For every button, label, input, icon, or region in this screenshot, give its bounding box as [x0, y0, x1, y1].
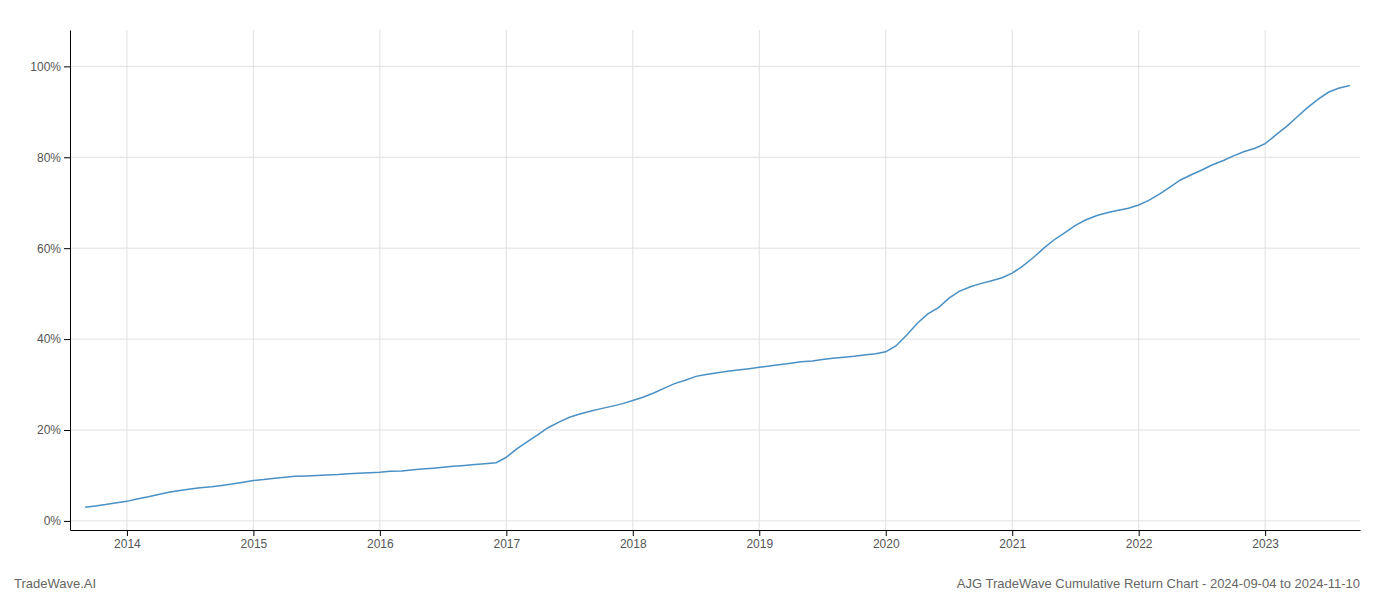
- x-tick: 2017: [493, 530, 520, 551]
- y-tick: 40%: [37, 332, 70, 346]
- grid-line-y: [70, 339, 1360, 340]
- x-tick: 2014: [114, 530, 141, 551]
- x-tick-mark: [759, 530, 760, 536]
- grid-line-x: [1265, 30, 1266, 530]
- x-tick-label: 2017: [493, 537, 520, 551]
- x-tick-mark: [127, 530, 128, 536]
- x-tick-label: 2022: [1126, 537, 1153, 551]
- grid-line-y: [70, 520, 1360, 521]
- grid-line-x: [1012, 30, 1013, 530]
- y-tick-mark: [64, 248, 70, 249]
- grid-line-y: [70, 157, 1360, 158]
- x-tick: 2023: [1252, 530, 1279, 551]
- title: AJG TradeWave Cumulative Return Chart - …: [957, 576, 1360, 591]
- x-tick: 2016: [367, 530, 394, 551]
- y-tick-mark: [64, 339, 70, 340]
- grid-line-y: [70, 430, 1360, 431]
- grid-line-x: [379, 30, 380, 530]
- x-tick-mark: [1139, 530, 1140, 536]
- y-tick-mark: [64, 521, 70, 522]
- x-tick-label: 2015: [241, 537, 268, 551]
- grid: [70, 30, 1360, 530]
- grid-line-x: [126, 30, 127, 530]
- x-tick-label: 2014: [114, 537, 141, 551]
- y-axis-line: [70, 31, 71, 531]
- y-tick-label: 60%: [37, 242, 61, 256]
- x-tick: 2019: [746, 530, 773, 551]
- x-tick: 2021: [999, 530, 1026, 551]
- x-tick-label: 2016: [367, 537, 394, 551]
- y-tick-mark: [64, 66, 70, 67]
- x-tick-mark: [886, 530, 887, 536]
- x-tick: 2020: [873, 530, 900, 551]
- y-tick: 100%: [30, 60, 70, 74]
- y-axis: 0% 20% 40% 60% 80% 100%: [30, 31, 70, 531]
- y-tick: 60%: [37, 242, 70, 256]
- x-tick-mark: [1012, 530, 1013, 536]
- x-axis-line: [71, 530, 1361, 531]
- x-axis: 2014 2015 2016 2017 2018 2019 2020 2021 2022 2023: [71, 530, 1361, 551]
- x-tick: 2018: [620, 530, 647, 551]
- y-tick-mark: [64, 430, 70, 431]
- x-tick-label: 2020: [873, 537, 900, 551]
- grid-line-y: [70, 248, 1360, 249]
- x-tick-label: 2019: [746, 537, 773, 551]
- grid-line-x: [885, 30, 886, 530]
- grid-line-x: [632, 30, 633, 530]
- y-tick-mark: [64, 157, 70, 158]
- grid-line-x: [506, 30, 507, 530]
- y-tick-label: 40%: [37, 332, 61, 346]
- grid-line-x: [253, 30, 254, 530]
- grid-line-x: [759, 30, 760, 530]
- x-tick: 2015: [241, 530, 268, 551]
- y-tick-label: 100%: [30, 60, 61, 74]
- y-tick: 20%: [37, 423, 70, 437]
- grid-line-y: [70, 66, 1360, 67]
- y-tick-label: 0%: [44, 514, 62, 528]
- x-tick-mark: [506, 530, 507, 536]
- y-tick-label: 20%: [37, 423, 61, 437]
- x-tick-label: 2021: [999, 537, 1026, 551]
- x-tick-label: 2023: [1252, 537, 1279, 551]
- x-tick-mark: [253, 530, 254, 536]
- grid-line-x: [1138, 30, 1139, 530]
- x-tick-mark: [380, 530, 381, 536]
- y-tick: 80%: [37, 151, 70, 165]
- line: [85, 85, 1350, 507]
- chart: 2014 2015 2016 2017 2018 2019 2020 2021 2022 2023…: [0, 0, 1400, 600]
- watermark: TradeWave.AI: [14, 576, 96, 591]
- x-tick-label: 2018: [620, 537, 647, 551]
- x-tick-mark: [633, 530, 634, 536]
- y-tick: 0%: [44, 514, 70, 528]
- x-tick: 2022: [1126, 530, 1153, 551]
- x-tick-mark: [1265, 530, 1266, 536]
- y-tick-label: 80%: [37, 151, 61, 165]
- plot-area: [85, 85, 1350, 507]
